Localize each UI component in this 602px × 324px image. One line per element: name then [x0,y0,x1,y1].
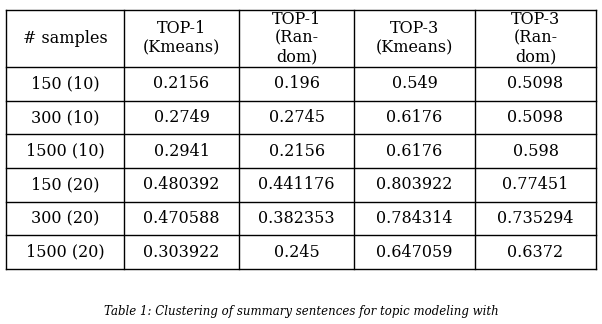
Text: 0.5098: 0.5098 [507,109,563,126]
Text: 0.784314: 0.784314 [376,210,453,227]
Text: 0.77451: 0.77451 [502,176,569,193]
Text: 0.2156: 0.2156 [268,143,324,160]
Text: 0.803922: 0.803922 [376,176,453,193]
Text: 0.549: 0.549 [392,75,438,92]
Text: 0.480392: 0.480392 [143,176,220,193]
Text: # samples: # samples [23,30,107,47]
Text: 0.647059: 0.647059 [376,244,453,260]
Text: 0.735294: 0.735294 [497,210,574,227]
Text: TOP-1
(Kmeans): TOP-1 (Kmeans) [143,20,220,56]
Text: TOP-3
(Ran-
dom): TOP-3 (Ran- dom) [511,11,560,66]
Text: 300 (10): 300 (10) [31,109,99,126]
Text: 1500 (20): 1500 (20) [26,244,104,260]
Text: 0.245: 0.245 [274,244,320,260]
Text: 0.6176: 0.6176 [386,109,442,126]
Text: 0.196: 0.196 [273,75,320,92]
Text: 0.5098: 0.5098 [507,75,563,92]
Text: 0.441176: 0.441176 [258,176,335,193]
Text: 150 (20): 150 (20) [31,176,99,193]
Text: 0.2749: 0.2749 [154,109,209,126]
Text: 0.6372: 0.6372 [507,244,563,260]
Text: 0.6176: 0.6176 [386,143,442,160]
Text: TOP-3
(Kmeans): TOP-3 (Kmeans) [376,20,453,56]
Text: 0.2941: 0.2941 [154,143,209,160]
Text: 150 (10): 150 (10) [31,75,99,92]
Text: 0.470588: 0.470588 [143,210,220,227]
Text: TOP-1
(Ran-
dom): TOP-1 (Ran- dom) [272,11,321,66]
Text: 1500 (10): 1500 (10) [26,143,104,160]
Text: Table 1: Clustering of summary sentences for topic modeling with: Table 1: Clustering of summary sentences… [104,305,498,318]
Text: 0.303922: 0.303922 [143,244,220,260]
Text: 0.382353: 0.382353 [258,210,335,227]
Text: 300 (20): 300 (20) [31,210,99,227]
Text: 0.598: 0.598 [512,143,559,160]
Text: 0.2745: 0.2745 [268,109,324,126]
Text: 0.2156: 0.2156 [154,75,209,92]
